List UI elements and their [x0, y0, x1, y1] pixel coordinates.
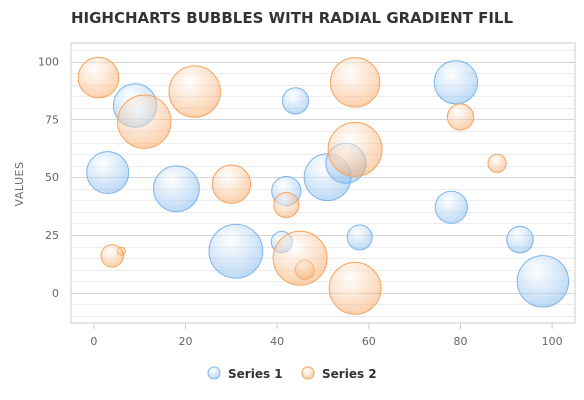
- bubble-point[interactable]: [328, 261, 382, 315]
- y-tick-label: 25: [45, 229, 59, 242]
- y-tick-label: 50: [45, 171, 59, 184]
- legend-label: Series 2: [322, 367, 377, 381]
- bubble-series-group: [77, 56, 570, 315]
- bubble-point[interactable]: [86, 151, 130, 195]
- y-axis-ticks: 0 25 50 75 100: [38, 56, 59, 300]
- bubble-point[interactable]: [446, 103, 475, 131]
- legend-symbol: [301, 366, 315, 380]
- x-tick-label: 0: [90, 335, 97, 348]
- bubble-point[interactable]: [281, 87, 310, 115]
- bubble-point[interactable]: [433, 60, 479, 105]
- bubble-point[interactable]: [208, 223, 264, 279]
- bubble-point[interactable]: [168, 65, 221, 118]
- chart-title: HIGHCHARTS BUBBLES WITH RADIAL GRADIENT …: [71, 9, 513, 27]
- x-tick-label: 20: [179, 335, 193, 348]
- x-tick-label: 60: [362, 335, 376, 348]
- series-1: [86, 60, 570, 308]
- bubble-point[interactable]: [516, 255, 570, 308]
- legend-item[interactable]: Series 2: [301, 366, 377, 381]
- bubble-point[interactable]: [100, 244, 124, 268]
- grid-lines: [71, 50, 575, 317]
- y-tick-label: 75: [45, 113, 59, 126]
- bubble-point[interactable]: [272, 230, 328, 286]
- bubble-point[interactable]: [153, 165, 200, 213]
- bubble-point[interactable]: [487, 153, 507, 173]
- bubble-point[interactable]: [117, 94, 172, 149]
- y-tick-label: 0: [52, 287, 59, 300]
- legend: Series 1 Series 2: [207, 366, 377, 381]
- bubble-point[interactable]: [211, 164, 252, 204]
- x-tick-label: 40: [270, 335, 284, 348]
- bubble-point[interactable]: [77, 56, 120, 99]
- x-tick-label: 100: [542, 335, 563, 348]
- bubble-point[interactable]: [346, 224, 373, 251]
- y-tick-label: 100: [38, 56, 59, 69]
- bubble-point[interactable]: [434, 190, 468, 224]
- bubble-point[interactable]: [329, 57, 381, 108]
- series-2: [77, 56, 507, 315]
- bubble-point[interactable]: [273, 192, 300, 218]
- y-axis-title: VALUES: [13, 162, 26, 207]
- legend-symbol: [207, 366, 221, 380]
- legend-label: Series 1: [228, 367, 283, 381]
- x-axis-ticks: 0 20 40 60 80 100: [90, 323, 563, 348]
- x-tick-label: 80: [453, 335, 467, 348]
- bubble-point[interactable]: [327, 121, 383, 177]
- legend-item[interactable]: Series 1: [207, 366, 283, 381]
- bubble-point[interactable]: [506, 225, 534, 254]
